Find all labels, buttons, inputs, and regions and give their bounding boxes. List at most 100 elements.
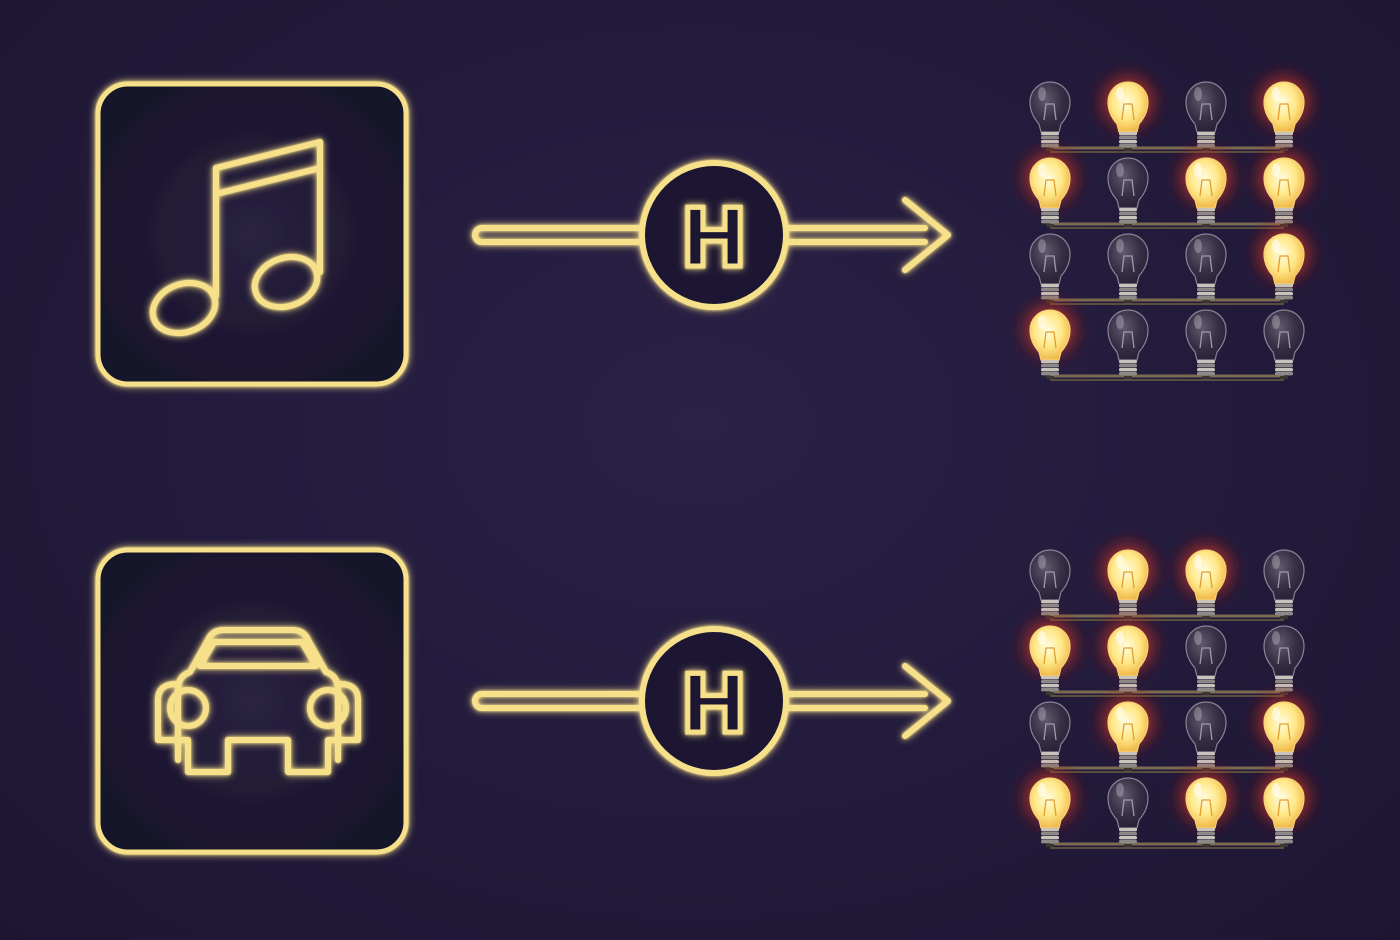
bulb-tip [1280,300,1288,303]
bulb-base [1119,372,1137,376]
bulb-filament [1043,647,1057,665]
bulb-tip [1046,224,1054,227]
bulb-highlight [1272,87,1280,101]
bulb-base [1119,608,1137,612]
bulb-base [1119,216,1137,220]
bulb-tip [1046,844,1054,847]
music-note-icon [149,139,323,337]
bulb-base [1197,364,1215,368]
bulb-base [1197,216,1215,220]
bulb-highlight [1116,555,1124,569]
bulb-on [1016,144,1084,227]
bulb-filament [1277,255,1291,273]
bulb-base [1041,688,1059,692]
bulb-off [1263,309,1305,379]
bulb-tip [1202,616,1210,619]
bulb-tip [1124,224,1132,227]
bulb-base [1119,144,1137,148]
bulb-base [1119,284,1137,288]
bulb-base [1041,364,1059,368]
bulb-base [1197,284,1215,288]
bulb-on [1094,536,1162,619]
bulb-filament [1277,571,1291,589]
bulb-base [1275,296,1293,300]
bulb-base [1197,680,1215,684]
bulb-highlight [1272,239,1280,253]
bulb-highlight [1038,631,1046,645]
bulb-on [1016,612,1084,695]
row-1: H [95,68,1318,387]
bulb-base [1197,212,1215,216]
bulb-base [1041,292,1059,296]
bulb-highlight [1194,315,1202,329]
bulb-highlight [1272,163,1280,177]
bulb-off [1185,81,1227,151]
bulb-highlight [1116,707,1124,721]
bulb-highlight [1116,315,1124,329]
bulb-on [1016,296,1084,379]
bulb-base [1119,604,1137,608]
bulb-base [1275,140,1293,144]
bulb-highlight [1038,315,1046,329]
bulb-off [1029,549,1071,619]
bulb-base [1119,208,1137,212]
bulb-base [1041,132,1059,136]
bulb-base [1119,296,1137,300]
bulb-base [1197,132,1215,136]
bulb-off [1185,309,1227,379]
hash-label: H [681,192,748,285]
bulb-highlight [1116,239,1124,253]
bulb-base [1197,760,1215,764]
bulb-base [1275,752,1293,756]
bulb-base [1119,832,1137,836]
bulb-base [1119,764,1137,768]
hash-function-node-2: H [678,656,750,754]
bulb-glass [1107,777,1149,829]
bulb-tip [1280,616,1288,619]
bulb-filament [1199,179,1213,197]
bulb-filament [1121,723,1135,741]
bulb-tip [1124,148,1132,151]
bulb-base [1041,288,1059,292]
bulb-base [1275,216,1293,220]
bulb-base [1275,288,1293,292]
bulb-base [1119,220,1137,224]
bulb-base [1197,612,1215,616]
bulb-off [1107,233,1149,303]
bulb-filament [1277,179,1291,197]
bulb-base [1197,140,1215,144]
bulb-base [1119,676,1137,680]
bulb-base [1197,676,1215,680]
bulb-base [1275,612,1293,616]
bulb-highlight [1272,555,1280,569]
bulb-base [1275,136,1293,140]
bulb-highlight [1194,707,1202,721]
bulb-on [1250,144,1318,227]
bulb-highlight [1038,87,1046,101]
bulb-base [1275,836,1293,840]
bulb-off [1185,625,1227,695]
car-icon [155,627,361,775]
bulb-base [1041,604,1059,608]
bulb-base [1041,684,1059,688]
bulb-highlight [1194,631,1202,645]
bulb-tip [1280,844,1288,847]
input-tile-car [95,547,409,855]
bulb-on [1172,764,1240,847]
bulb-base [1197,600,1215,604]
bulb-tip [1280,376,1288,379]
bulb-base [1041,680,1059,684]
bulb-on [1172,536,1240,619]
bulb-on [1250,68,1318,151]
bulb-base [1197,208,1215,212]
bulb-base [1275,132,1293,136]
bulb-glass [1029,233,1071,285]
bulb-base [1197,756,1215,760]
hash-label: H [681,658,748,751]
bulb-on [1016,764,1084,847]
bulb-tip [1124,300,1132,303]
bulb-base [1041,828,1059,832]
bulb-highlight [1194,87,1202,101]
